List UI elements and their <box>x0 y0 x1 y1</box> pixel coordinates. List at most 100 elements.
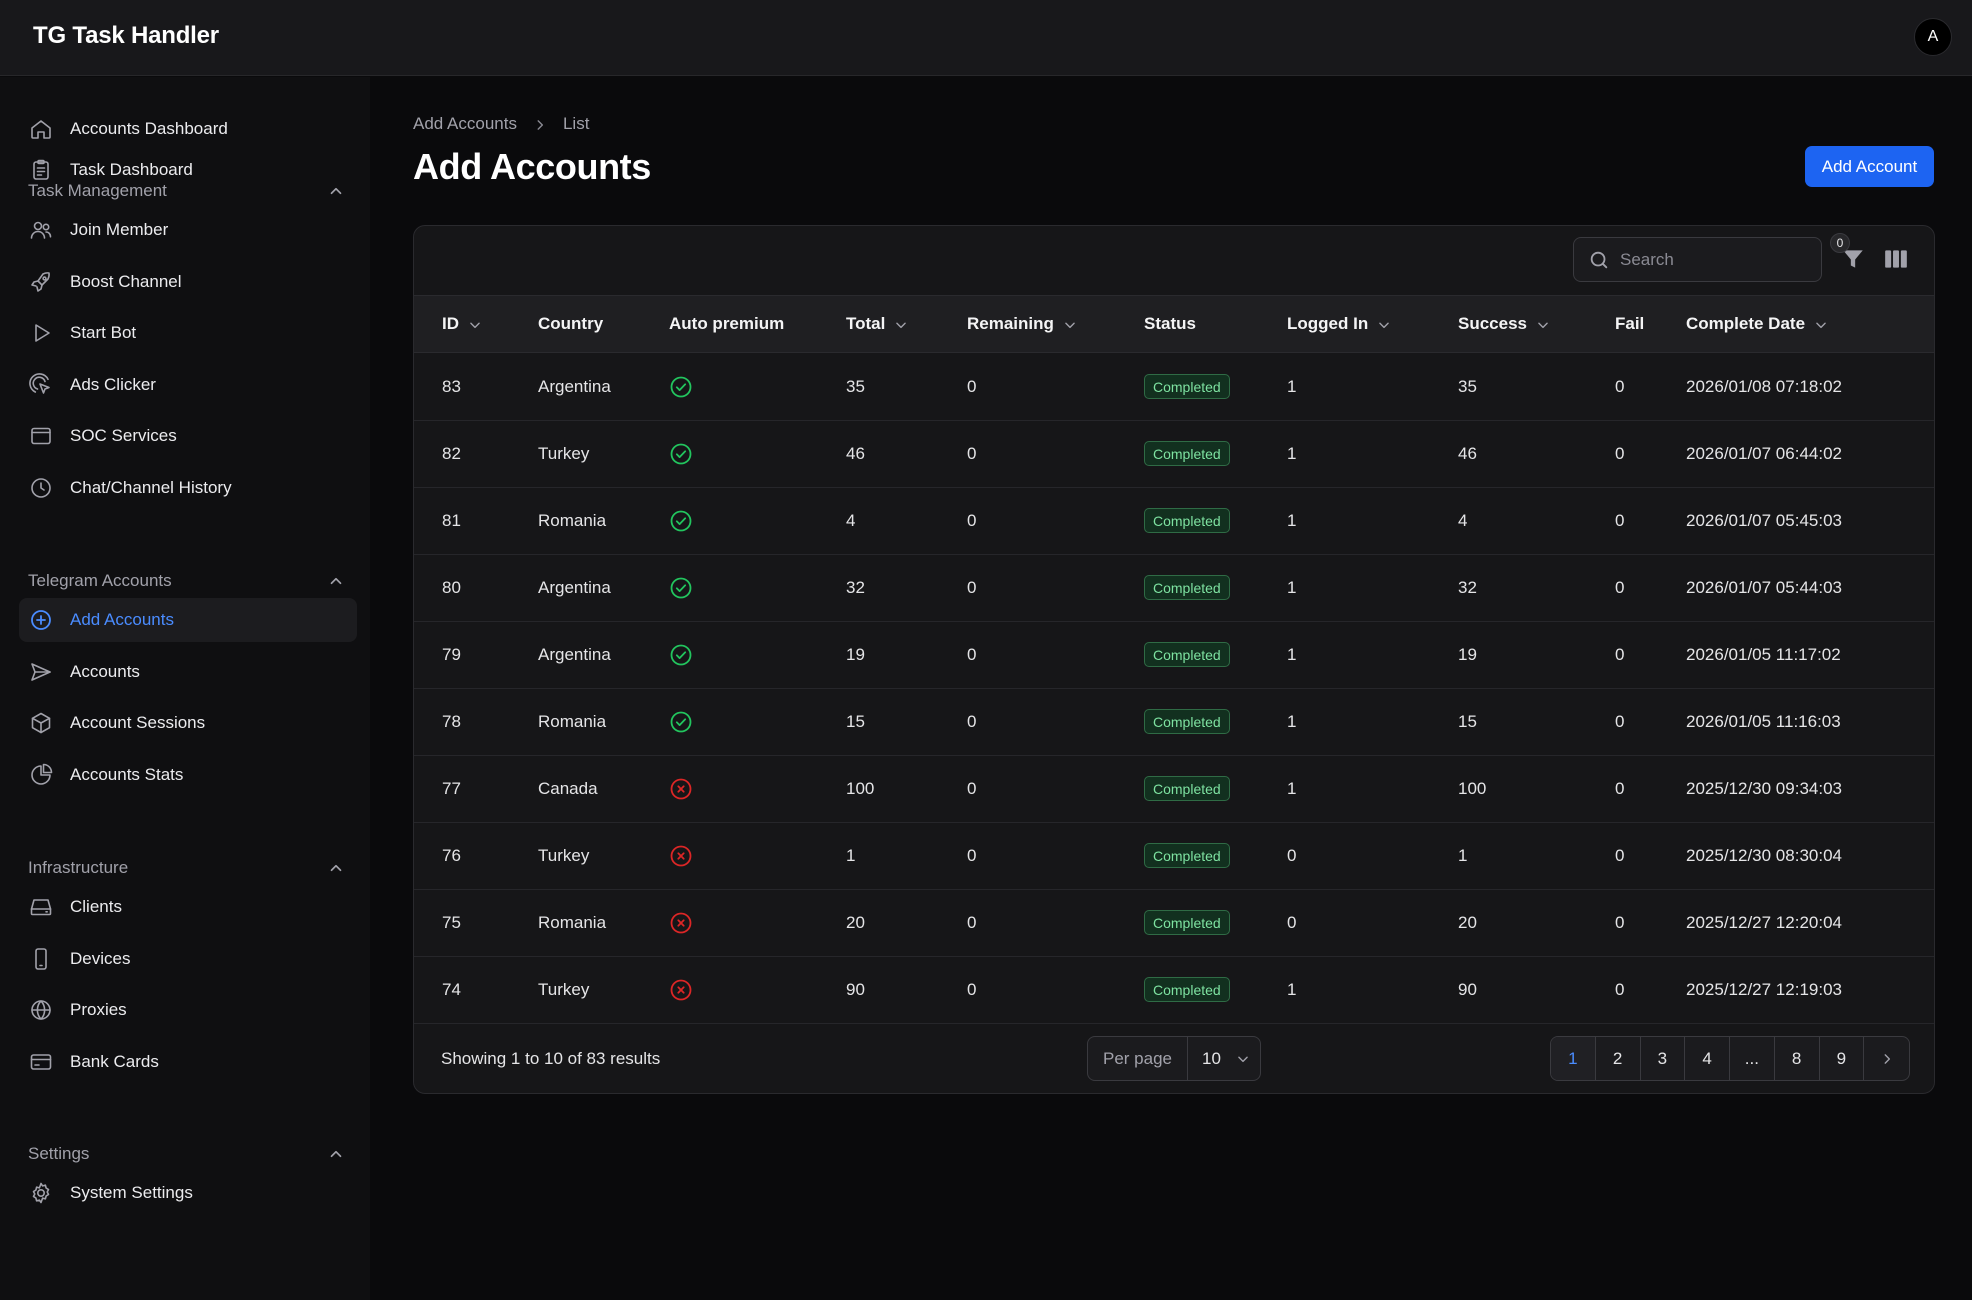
sort-chevron-icon[interactable] <box>1063 317 1077 331</box>
sidebar-item-boost-channel[interactable]: Boost Channel <box>19 260 357 304</box>
sidebar-item-account-sessions[interactable]: Account Sessions <box>19 701 357 745</box>
column-header-remaining[interactable]: Remaining <box>967 314 1077 334</box>
chevron-up-icon <box>327 572 345 590</box>
cell-complete-date: 2026/01/07 06:44:02 <box>1686 444 1842 463</box>
table-row[interactable]: 75 Romania 20 0 0 20 0 2025/12/27 12:20:04 Compl… <box>414 890 1934 957</box>
cell-total: 15 <box>846 712 865 731</box>
filter-count-badge: 0 <box>1830 233 1850 253</box>
sidebar-item-accounts-dashboard[interactable]: Accounts Dashboard <box>19 107 357 151</box>
search-box[interactable] <box>1573 237 1822 282</box>
table-row[interactable]: 74 Turkey 90 0 1 90 0 2025/12/27 12:19:03 Comple… <box>414 957 1934 1024</box>
status-badge: Completed <box>1144 508 1230 533</box>
sidebar-group-settings[interactable]: Settings <box>19 1140 357 1168</box>
users-icon <box>29 218 53 242</box>
sidebar-item-clients[interactable]: Clients <box>19 885 357 929</box>
sidebar-item-label: Proxies <box>70 1000 127 1019</box>
sidebar-group-task-management[interactable]: Task Management <box>19 177 357 205</box>
cube-icon <box>29 711 53 735</box>
check-circle-icon <box>669 710 693 734</box>
pie-chart-icon <box>29 763 53 787</box>
sidebar-item-soc-services[interactable]: SOC Services <box>19 414 357 458</box>
sidebar-group-label: Task Management <box>28 181 167 200</box>
sidebar-item-devices[interactable]: Devices <box>19 937 357 981</box>
cell-total: 4 <box>846 511 856 530</box>
top-bar: TG Task Handler A <box>0 0 1972 76</box>
table-row[interactable]: 79 Argentina 19 0 1 19 0 2026/01/05 11:17:02 Com… <box>414 622 1934 689</box>
column-header-success[interactable]: Success <box>1458 314 1550 334</box>
sort-chevron-icon[interactable] <box>894 317 908 331</box>
table-row[interactable]: 77 Canada 100 0 1 100 0 2025/12/30 09:34:03 Comp… <box>414 756 1934 823</box>
status-badge: Completed <box>1144 843 1230 868</box>
add-account-button[interactable]: Add Account <box>1805 146 1934 187</box>
sidebar-item-label: Task Dashboard <box>70 160 193 179</box>
search-input[interactable] <box>1620 248 1810 272</box>
sidebar-group-telegram-accounts[interactable]: Telegram Accounts <box>19 567 357 595</box>
per-page-select[interactable]: Per page 10 <box>1087 1036 1261 1081</box>
sort-chevron-icon[interactable] <box>1536 317 1550 331</box>
cell-remaining: 0 <box>967 511 977 530</box>
check-circle-icon <box>669 576 693 600</box>
sidebar-item-accounts[interactable]: Accounts <box>19 650 357 694</box>
table-row[interactable]: 78 Romania 15 0 1 15 0 2026/01/05 11:16:03 Compl… <box>414 689 1934 756</box>
sidebar-item-join-member[interactable]: Join Member <box>19 208 357 252</box>
page-3[interactable]: 3 <box>1641 1037 1686 1080</box>
page-8[interactable]: 8 <box>1775 1037 1820 1080</box>
column-header-logged-in[interactable]: Logged In <box>1287 314 1391 334</box>
sidebar-item-proxies[interactable]: Proxies <box>19 988 357 1032</box>
column-header-fail: Fail <box>1615 314 1644 334</box>
column-header-id[interactable]: ID <box>442 314 482 334</box>
sort-chevron-icon[interactable] <box>1814 317 1828 331</box>
x-circle-icon <box>669 978 693 1002</box>
page-2[interactable]: 2 <box>1596 1037 1641 1080</box>
columns-icon[interactable] <box>1883 246 1909 272</box>
status-badge: Completed <box>1144 642 1230 667</box>
cell-total: 1 <box>846 846 856 865</box>
sidebar-item-bank-cards[interactable]: Bank Cards <box>19 1040 357 1084</box>
check-circle-icon <box>669 375 693 399</box>
table-row[interactable]: 80 Argentina 32 0 1 32 0 2026/01/07 05:44:03 Com… <box>414 555 1934 622</box>
x-circle-icon <box>669 911 693 935</box>
cell-logged-in: 0 <box>1287 913 1297 932</box>
table-row[interactable]: 82 Turkey 46 0 1 46 0 2026/01/07 06:44:02 Comple… <box>414 421 1934 488</box>
x-circle-icon <box>669 777 693 801</box>
table-row[interactable]: 76 Turkey 1 0 0 1 0 2025/12/30 08:30:04 Complete… <box>414 823 1934 890</box>
sidebar-item-add-accounts[interactable]: Add Accounts <box>19 598 357 642</box>
avatar[interactable]: A <box>1914 18 1952 56</box>
page-4[interactable]: 4 <box>1685 1037 1730 1080</box>
table-header: ID Country Auto premium Total Remaining Statu… <box>414 295 1934 353</box>
cell-success: 32 <box>1458 578 1477 597</box>
status-badge: Completed <box>1144 977 1230 1002</box>
cell-id: 77 <box>442 779 461 798</box>
table-row[interactable]: 81 Romania 4 0 1 4 0 2026/01/07 05:45:03 Complet… <box>414 488 1934 555</box>
page-1[interactable]: 1 <box>1551 1037 1596 1080</box>
sidebar-item-accounts-stats[interactable]: Accounts Stats <box>19 753 357 797</box>
next-page-button[interactable] <box>1864 1037 1909 1080</box>
sidebar-item-label: Bank Cards <box>70 1051 159 1071</box>
column-header-complete-date[interactable]: Complete Date <box>1686 314 1828 334</box>
cell-country: Argentina <box>538 645 611 664</box>
per-page-value[interactable]: 10 <box>1202 1049 1221 1068</box>
search-icon <box>1588 249 1610 271</box>
cell-id: 76 <box>442 846 461 865</box>
filter-icon[interactable] <box>1840 246 1866 272</box>
cell-logged-in: 1 <box>1287 645 1297 664</box>
table-row[interactable]: 83 Argentina 35 0 1 35 0 2026/01/08 07:18:02 Com… <box>414 354 1934 421</box>
column-header-label: Auto premium <box>669 314 785 333</box>
sidebar-item-ads-clicker[interactable]: Ads Clicker <box>19 363 357 407</box>
sidebar-group-infrastructure[interactable]: Infrastructure <box>19 854 357 882</box>
sidebar-item-system-settings[interactable]: System Settings <box>19 1171 357 1215</box>
sort-chevron-icon[interactable] <box>1377 317 1391 331</box>
sidebar-item-start-bot[interactable]: Start Bot <box>19 311 357 355</box>
cell-remaining: 0 <box>967 779 977 798</box>
cell-country: Romania <box>538 511 607 530</box>
sidebar-item-label: Add Accounts <box>70 610 174 629</box>
sidebar-item-task-dashboard[interactable]: Task Dashboard <box>19 148 357 192</box>
breadcrumb-parent[interactable]: Add Accounts <box>413 114 517 133</box>
cell-fail: 0 <box>1615 578 1625 597</box>
cell-complete-date: 2025/12/27 12:20:04 <box>1686 913 1842 932</box>
sidebar-item-chat-channel-history[interactable]: Chat/Channel History <box>19 466 357 510</box>
sort-chevron-icon[interactable] <box>468 317 482 331</box>
cell-country: Romania <box>538 913 607 932</box>
column-header-total[interactable]: Total <box>846 314 908 334</box>
page-9[interactable]: 9 <box>1820 1037 1865 1080</box>
